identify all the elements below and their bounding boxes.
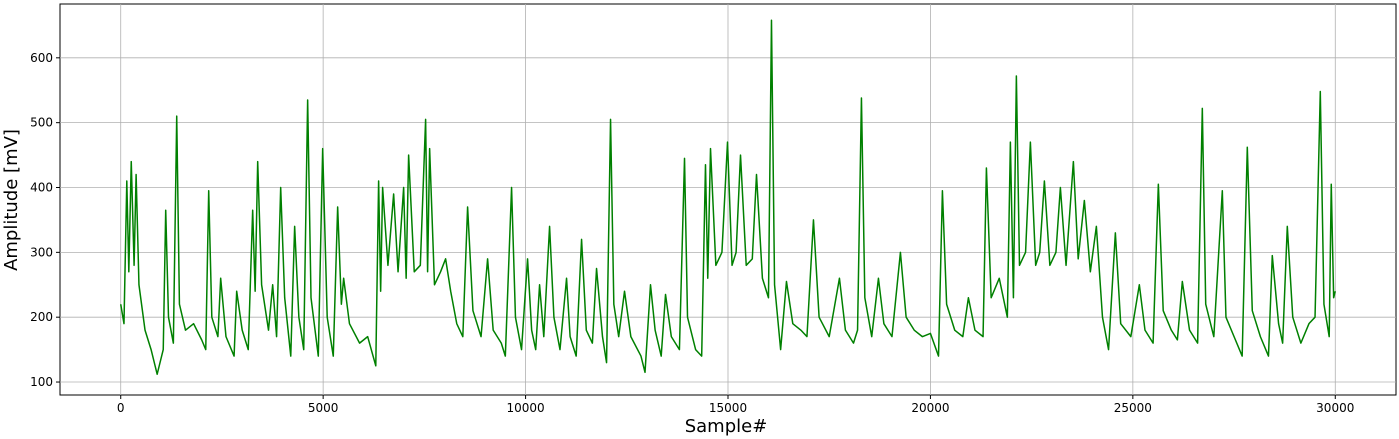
x-tick-label: 15000 xyxy=(709,401,747,415)
x-tick-label: 10000 xyxy=(506,401,544,415)
x-tick-label: 25000 xyxy=(1114,401,1152,415)
y-axis-label: Amplitude [mV] xyxy=(1,129,22,271)
x-tick-label: 0 xyxy=(117,401,125,415)
data-line xyxy=(119,19,1336,375)
x-tick-label: 5000 xyxy=(308,401,339,415)
x-tick-label: 20000 xyxy=(911,401,949,415)
y-tick-label: 400 xyxy=(30,181,53,195)
y-tick-label: 300 xyxy=(30,245,53,259)
y-tick-label: 200 xyxy=(30,310,53,324)
x-tick-label: 30000 xyxy=(1316,401,1354,415)
y-tick-label: 100 xyxy=(30,375,53,389)
x-axis-label: Sample# xyxy=(685,416,768,437)
y-tick-label: 600 xyxy=(30,51,53,65)
y-tick-label: 500 xyxy=(30,116,53,130)
